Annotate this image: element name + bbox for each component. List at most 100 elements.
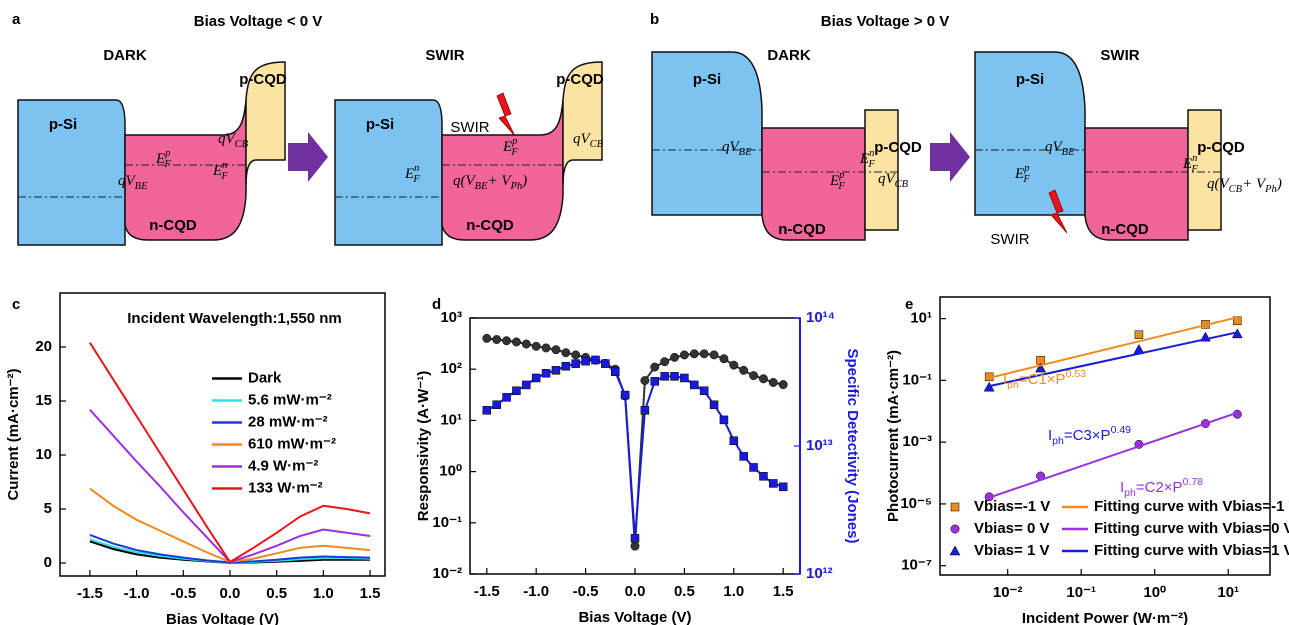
- marker: [591, 355, 600, 365]
- marker: [541, 343, 551, 353]
- marker: [521, 339, 531, 349]
- text-segment: E: [829, 173, 839, 189]
- text-segment: =C2×P: [1136, 479, 1183, 496]
- series-line: [988, 316, 1238, 379]
- legend-label: 28 mW·m⁻²: [248, 413, 328, 430]
- text-segment: p: [164, 148, 170, 159]
- y-tick-label: 10²: [440, 360, 462, 377]
- legend-swatch: [950, 524, 960, 534]
- marker: [729, 360, 739, 370]
- marker: [492, 335, 502, 344]
- text-segment: p: [838, 170, 844, 181]
- y-tick-label: 20: [35, 338, 52, 355]
- band-n-cqd: [1084, 127, 1189, 241]
- marker: [739, 365, 749, 375]
- text-segment: I: [1003, 371, 1007, 388]
- text-segment: q(V: [1207, 176, 1230, 192]
- region-label: p-CQD: [239, 71, 287, 88]
- light-flash: [496, 92, 516, 137]
- text-segment: qV: [722, 139, 741, 155]
- marker: [571, 350, 581, 360]
- energy-label: q(VCB+ VPh): [1207, 176, 1282, 195]
- text-segment: I: [1120, 479, 1124, 496]
- text-segment: ph: [1007, 379, 1019, 391]
- text-segment: q(V: [453, 173, 476, 189]
- text-segment: BE: [475, 181, 488, 192]
- process-arrow: [930, 132, 970, 182]
- band-n-cqd: [124, 99, 247, 241]
- y-axis-title: Photocurrent (mA·cm⁻²): [885, 350, 902, 522]
- marker: [983, 381, 995, 392]
- x-tick-label: 0.5: [674, 583, 695, 600]
- series-line: [988, 411, 1238, 499]
- text-segment: F: [837, 181, 845, 192]
- marker: [601, 359, 610, 368]
- panel-label: e: [905, 296, 913, 313]
- marker: [640, 376, 650, 386]
- series-line: [486, 358, 784, 539]
- marker: [749, 371, 759, 381]
- legend-label: Vbias= 1 V: [974, 542, 1049, 559]
- y-tick-label: 10⁻⁵: [900, 495, 932, 512]
- series-line: [89, 342, 371, 564]
- process-arrow: [288, 132, 328, 182]
- text-segment: Ph: [510, 181, 523, 192]
- text-segment: qV: [878, 171, 897, 187]
- marker: [660, 357, 670, 367]
- series-line: [89, 540, 371, 565]
- x-tick-label: 1.5: [360, 585, 381, 602]
- energy-label: qVCB: [218, 131, 249, 150]
- marker: [610, 367, 620, 377]
- x-tick-label: -1.0: [124, 585, 150, 602]
- text-segment: ph: [1124, 487, 1136, 499]
- marker: [719, 354, 729, 364]
- marker: [620, 390, 630, 400]
- series-line: [988, 331, 1238, 388]
- marker: [482, 406, 492, 415]
- marker: [650, 362, 660, 372]
- text-segment: BE: [739, 147, 752, 158]
- marker: [551, 345, 561, 355]
- diagram-heading: Bias Voltage > 0 V: [821, 13, 950, 30]
- y2-axis-title: Specific Detectivity (Jones): [844, 348, 861, 543]
- text-segment: F: [412, 174, 420, 185]
- panel-label: c: [12, 296, 20, 313]
- text-segment: qV: [118, 173, 137, 189]
- y-tick-label: 10⁰: [439, 463, 462, 480]
- y-tick-label: 10⁻²: [432, 565, 462, 582]
- text-segment: E: [859, 151, 869, 167]
- text-segment: E: [212, 163, 222, 179]
- x-axis-title: Bias Voltage (V): [578, 609, 691, 625]
- marker: [749, 463, 758, 472]
- energy-label: qVBE: [722, 139, 752, 158]
- marker: [680, 373, 689, 383]
- y-tick-label: 10¹: [440, 411, 462, 428]
- text-segment: n: [414, 163, 419, 174]
- legend-label: 4.9 W·m⁻²: [248, 457, 318, 474]
- legend-label: Vbias=-1 V: [974, 498, 1050, 515]
- y-tick-label: 5: [44, 500, 52, 517]
- text-segment: F: [510, 147, 518, 158]
- marker: [512, 386, 521, 396]
- marker: [531, 373, 541, 383]
- marker: [719, 415, 729, 425]
- region-label: n-CQD: [149, 217, 197, 234]
- text-segment: p: [1023, 163, 1029, 174]
- series-line: [89, 408, 371, 564]
- region-label: n-CQD: [778, 221, 826, 238]
- marker: [739, 452, 748, 461]
- text-segment: BE: [1062, 147, 1075, 158]
- legend-label: Fitting curve with Vbias=1 V: [1094, 542, 1289, 559]
- text-segment: ph: [1052, 435, 1064, 447]
- text-segment: CB: [895, 179, 909, 190]
- text-segment: qV: [218, 131, 237, 147]
- energy-label: qVBE: [1045, 139, 1075, 158]
- text-segment: E: [155, 151, 165, 167]
- x-tick-label: 10¹: [1217, 584, 1239, 601]
- marker: [670, 372, 679, 381]
- y-axis-title: Responsivity (A·W⁻¹): [415, 371, 432, 521]
- text-segment: CB: [235, 139, 249, 150]
- band-p-cqd: [245, 61, 286, 186]
- text-segment: F: [1022, 174, 1030, 185]
- marker: [482, 333, 492, 343]
